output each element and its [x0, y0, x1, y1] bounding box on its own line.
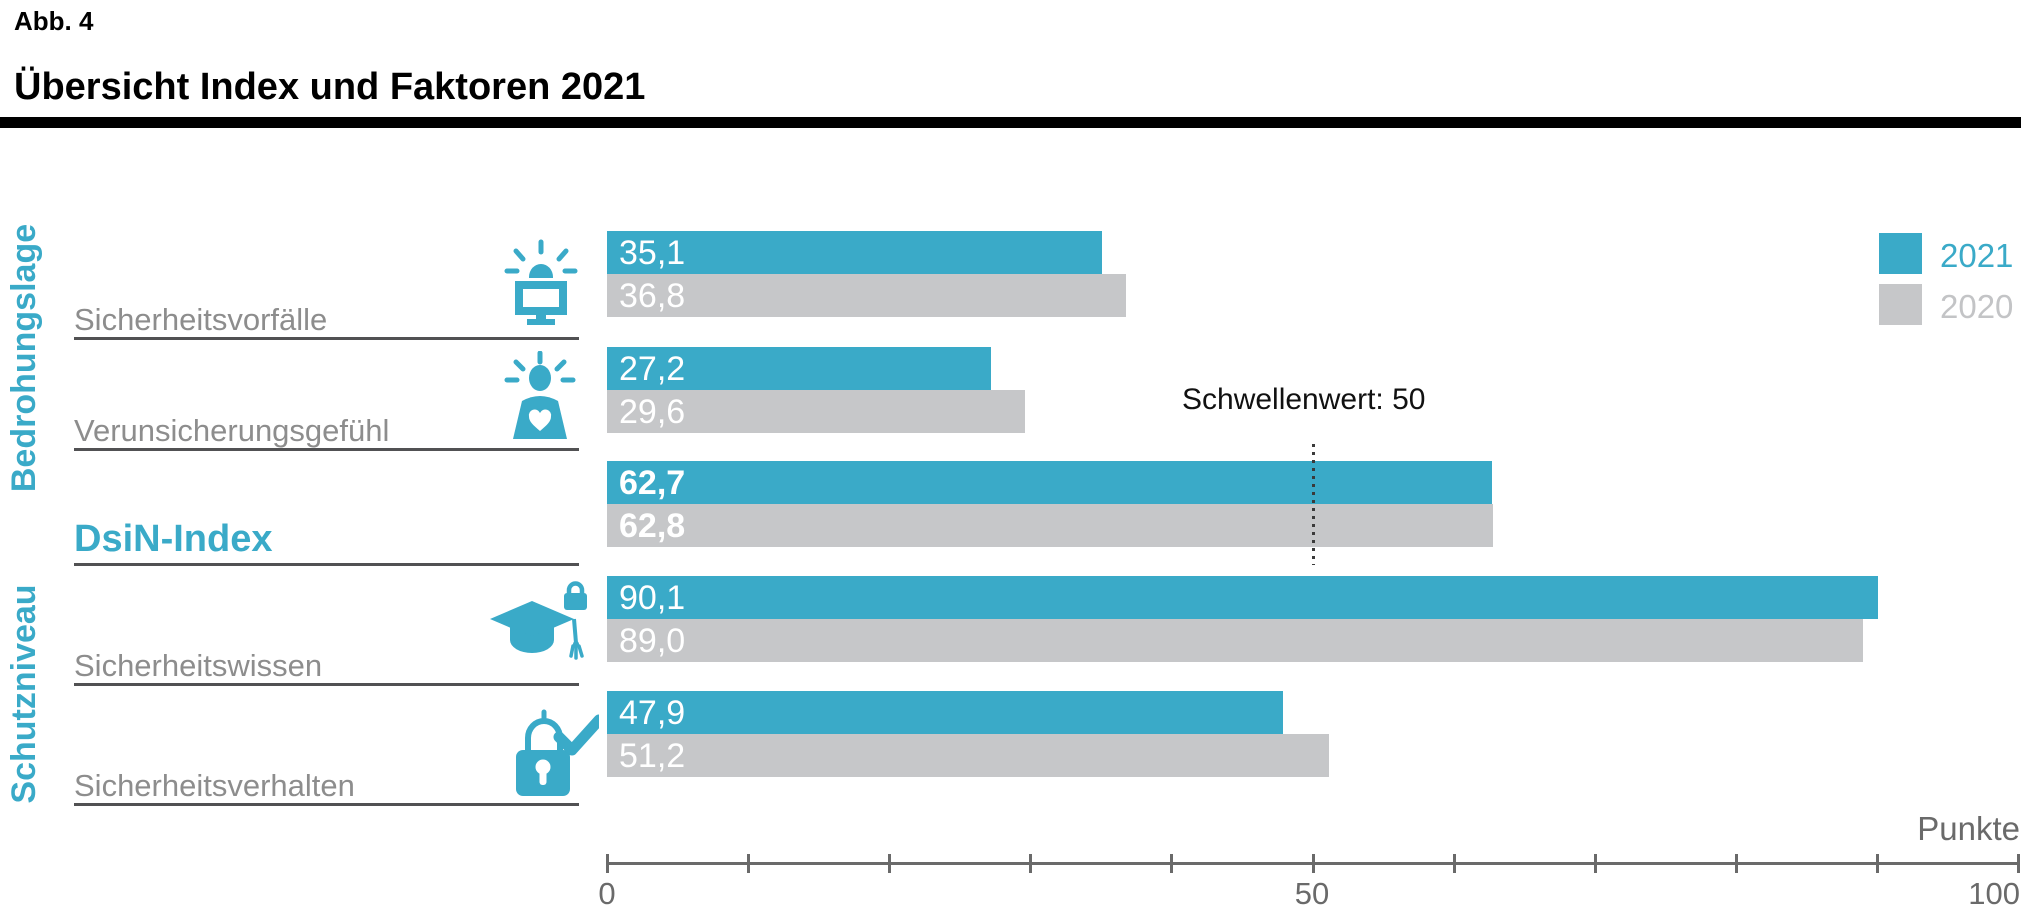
axis-tick	[1735, 854, 1738, 873]
legend-label-2020: 2020	[1940, 288, 2014, 325]
label-underline	[74, 448, 579, 451]
category-label-sicherheitsvorfaelle: Sicherheitsvorfälle	[74, 302, 328, 337]
label-underline	[74, 683, 579, 686]
axis-tick	[1453, 854, 1456, 873]
bar-value-label: 27,2	[619, 349, 686, 388]
legend-swatch-2021	[1879, 233, 1922, 274]
gradcap-lock-icon	[490, 581, 587, 660]
threshold-label: Schwellenwert: 50	[1182, 383, 1426, 416]
bar-2021-sicherheitswissen: 90,1	[607, 576, 1878, 619]
axis-tick	[888, 854, 891, 873]
bar-2020-dsin-index: 62,8	[607, 504, 1493, 547]
bar-2020-sicherheitsvorfaelle: 36,8	[607, 274, 1126, 317]
bar-value-label: 90,1	[619, 578, 686, 617]
bar-value-label: 47,9	[619, 693, 686, 732]
person-alert-icon	[504, 351, 576, 439]
bar-value-label: 29,6	[619, 392, 686, 431]
axis-tick-label-100: 100	[1968, 876, 2020, 911]
axis-tick	[1876, 854, 1879, 873]
category-label-sicherheitswissen: Sicherheitswissen	[74, 648, 323, 683]
bar-value-label: 35,1	[619, 233, 686, 272]
title-rule	[0, 117, 2021, 128]
bar-value-label: 51,2	[619, 736, 686, 775]
alarm-monitor-icon	[504, 239, 578, 325]
bar-2021-sicherheitsverhalten: 47,9	[607, 691, 1283, 734]
group-label-schutzniveau: Schutzniveau	[5, 584, 43, 804]
axis-tick-label-50: 50	[1294, 876, 1330, 911]
category-label-sicherheitsverhalten: Sicherheitsverhalten	[74, 768, 355, 803]
axis-tick	[1312, 854, 1315, 873]
chart-title: Übersicht Index und Faktoren 2021	[14, 66, 646, 108]
bar-2021-sicherheitsvorfaelle: 35,1	[607, 231, 1102, 274]
axis-tick	[2017, 854, 2020, 873]
axis-unit-label: Punkte	[1917, 810, 2020, 847]
axis-tick-label-0: 0	[598, 876, 616, 911]
bar-2020-sicherheitsverhalten: 51,2	[607, 734, 1329, 777]
axis-tick	[747, 854, 750, 873]
threshold-line	[1312, 444, 1315, 565]
bar-value-label: 89,0	[619, 621, 686, 660]
axis-tick	[606, 854, 609, 873]
label-underline	[74, 337, 579, 340]
axis-tick	[1029, 854, 1032, 873]
bar-value-label: 62,8	[619, 506, 686, 545]
category-label-verunsicherungsgefuehl: Verunsicherungsgefühl	[74, 413, 390, 448]
label-underline	[74, 563, 579, 566]
axis-tick	[1594, 854, 1597, 873]
legend-label-2021: 2021	[1940, 237, 2014, 274]
lock-check-icon	[516, 709, 599, 796]
bar-2021-verunsicherungsgefuehl: 27,2	[607, 347, 991, 390]
bar-2020-sicherheitswissen: 89,0	[607, 619, 1863, 662]
label-underline	[74, 803, 579, 806]
bar-2020-verunsicherungsgefuehl: 29,6	[607, 390, 1025, 433]
bar-value-label: 36,8	[619, 276, 686, 315]
axis-tick	[1170, 854, 1173, 873]
bar-value-label: 62,7	[619, 463, 686, 502]
bar-2021-dsin-index: 62,7	[607, 461, 1492, 504]
group-label-bedrohungslage: Bedrohungslage	[5, 223, 43, 493]
figure-label: Abb. 4	[14, 6, 94, 36]
category-label-dsin-index: DsiN-Index	[74, 518, 273, 560]
legend-swatch-2020	[1879, 284, 1922, 325]
